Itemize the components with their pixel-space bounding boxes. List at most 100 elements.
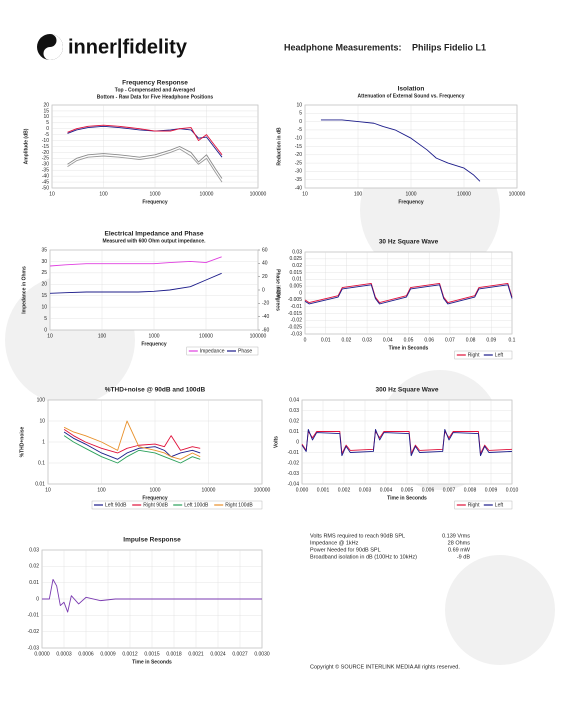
- y2-tick-label: -20: [262, 301, 269, 307]
- y-tick-label: -0.03: [288, 471, 300, 477]
- x-tick-label: 100000: [250, 333, 267, 339]
- data-line: [304, 282, 513, 304]
- y-tick-label: -30: [42, 162, 49, 168]
- chart-title: Isolation: [398, 86, 425, 93]
- spec-value: -9 dB: [457, 554, 470, 560]
- product-name: Philips Fidelio L1: [412, 42, 486, 52]
- chart-subtitle: Measured with 600 Ohm output impedance.: [102, 238, 206, 244]
- x-tick-label: 0.009: [485, 487, 498, 493]
- y-tick-label: 0.015: [289, 270, 302, 276]
- legend-label: Right: [468, 502, 480, 508]
- x-axis-label: Time in Seconds: [389, 345, 429, 351]
- x-axis-label: Frequency: [142, 199, 168, 205]
- y2-axis-label: Phase in Degrees: [275, 269, 281, 311]
- y2-tick-label: -60: [262, 327, 269, 333]
- data-line: [67, 148, 223, 183]
- chart-title: Electrical Impedance and Phase: [105, 231, 204, 238]
- y-tick-label: -0.03: [28, 645, 40, 651]
- y-tick-label: 10: [41, 304, 47, 310]
- x-tick-label: 0.0030: [254, 651, 270, 657]
- header-title: Headphone Measurements:: [284, 42, 402, 52]
- data-line: [49, 272, 222, 294]
- y-tick-label: 25: [41, 270, 47, 276]
- y-tick-label: 15: [43, 108, 49, 114]
- spec-label: Broadband isolation in dB (100Hz to 10kH…: [310, 554, 417, 560]
- spec-label: Power Needed for 90dB SPL: [310, 547, 381, 553]
- y-tick-label: 0.03: [289, 408, 299, 414]
- y-tick-label: -0.01: [28, 613, 40, 619]
- y-tick-label: -25: [295, 160, 302, 166]
- x-tick-label: 0.08: [466, 337, 476, 343]
- x-tick-label: 100: [99, 191, 108, 197]
- x-tick-label: 0.0009: [100, 651, 116, 657]
- chart: Impulse Response -0.03 -0.02 -0.01 0 0.01 0.02…: [28, 537, 270, 666]
- x-tick-label: 10000: [202, 487, 216, 493]
- chart-title: 300 Hz Square Wave: [376, 387, 439, 394]
- y-tick-label: -0.02: [291, 318, 303, 324]
- y-tick-label: 20: [41, 282, 47, 288]
- y-tick-label: -10: [42, 138, 49, 144]
- data-line: [67, 125, 223, 158]
- x-tick-label: 100000: [254, 487, 271, 493]
- y-tick-label: 5: [44, 316, 47, 322]
- x-tick-label: 0.0024: [210, 651, 226, 657]
- y-tick-label: -15: [42, 144, 49, 150]
- legend-label: Left 90dB: [105, 502, 127, 508]
- x-axis-label: Frequency: [398, 199, 424, 205]
- y-tick-label: 30: [41, 259, 47, 265]
- y-tick-label: 0: [296, 439, 299, 445]
- x-axis-label: Frequency: [141, 341, 167, 347]
- data-line: [301, 431, 513, 454]
- data-line: [304, 284, 513, 305]
- chart-subtitle: Top - Compensated and Averaged: [115, 87, 195, 93]
- x-tick-label: 100000: [509, 191, 526, 197]
- data-line: [63, 428, 201, 454]
- y-axis-label: %THD+noise: [19, 426, 25, 457]
- x-tick-label: 0.1: [509, 337, 516, 343]
- legend-box: [454, 500, 513, 510]
- y-tick-label: 0.01: [35, 481, 45, 487]
- y-axis-label: Reduction in dB: [276, 127, 282, 166]
- x-tick-label: 0.0006: [78, 651, 94, 657]
- y-tick-label: 0.01: [292, 277, 302, 283]
- x-tick-label: 100: [98, 333, 107, 339]
- y-tick-label: -20: [42, 150, 49, 156]
- y-tick-label: 15: [41, 293, 47, 299]
- chart-title: 30 Hz Square Wave: [379, 239, 439, 246]
- x-tick-label: 0.01: [321, 337, 331, 343]
- data-line: [63, 431, 201, 460]
- y-tick-label: -35: [295, 177, 302, 183]
- x-tick-label: 0.004: [380, 487, 393, 493]
- data-line: [63, 420, 201, 460]
- legend-label: Left 100dB: [184, 502, 209, 508]
- x-tick-label: 0: [304, 337, 307, 343]
- x-tick-label: 0.05: [404, 337, 414, 343]
- x-tick-label: 0.0000: [34, 651, 50, 657]
- chart-title: Frequency Response: [122, 80, 188, 87]
- x-tick-label: 0.07: [445, 337, 455, 343]
- y-tick-label: -25: [42, 156, 49, 162]
- x-tick-label: 10000: [457, 191, 471, 197]
- y2-tick-label: 40: [262, 261, 268, 267]
- x-tick-label: 0.0015: [144, 651, 160, 657]
- y-tick-label: 35: [41, 247, 47, 253]
- x-tick-label: 0.0021: [188, 651, 204, 657]
- y-tick-label: 0: [299, 119, 302, 125]
- x-tick-label: 10: [49, 191, 55, 197]
- y-tick-label: -0.02: [288, 460, 300, 466]
- chart: 300 Hz Square Wave -0.04 -0.03 -0.02 -0.01 0 0…: [273, 387, 518, 510]
- x-tick-label: 0.001: [317, 487, 330, 493]
- x-tick-label: 0.0027: [232, 651, 248, 657]
- y-tick-label: 100: [37, 397, 46, 403]
- data-line: [301, 428, 513, 457]
- x-tick-label: 0.06: [424, 337, 434, 343]
- y-tick-label: 0: [46, 126, 49, 132]
- logo-swirl: [43, 34, 63, 60]
- x-tick-label: 100: [354, 191, 363, 197]
- y-tick-label: 5: [46, 120, 49, 126]
- x-tick-label: 0.0018: [166, 651, 182, 657]
- y-tick-label: 10: [296, 102, 302, 108]
- spec-value: 0.139 Vrms: [442, 533, 470, 539]
- y-tick-label: -0.025: [288, 324, 302, 330]
- y-axis-label: Volts: [273, 436, 279, 448]
